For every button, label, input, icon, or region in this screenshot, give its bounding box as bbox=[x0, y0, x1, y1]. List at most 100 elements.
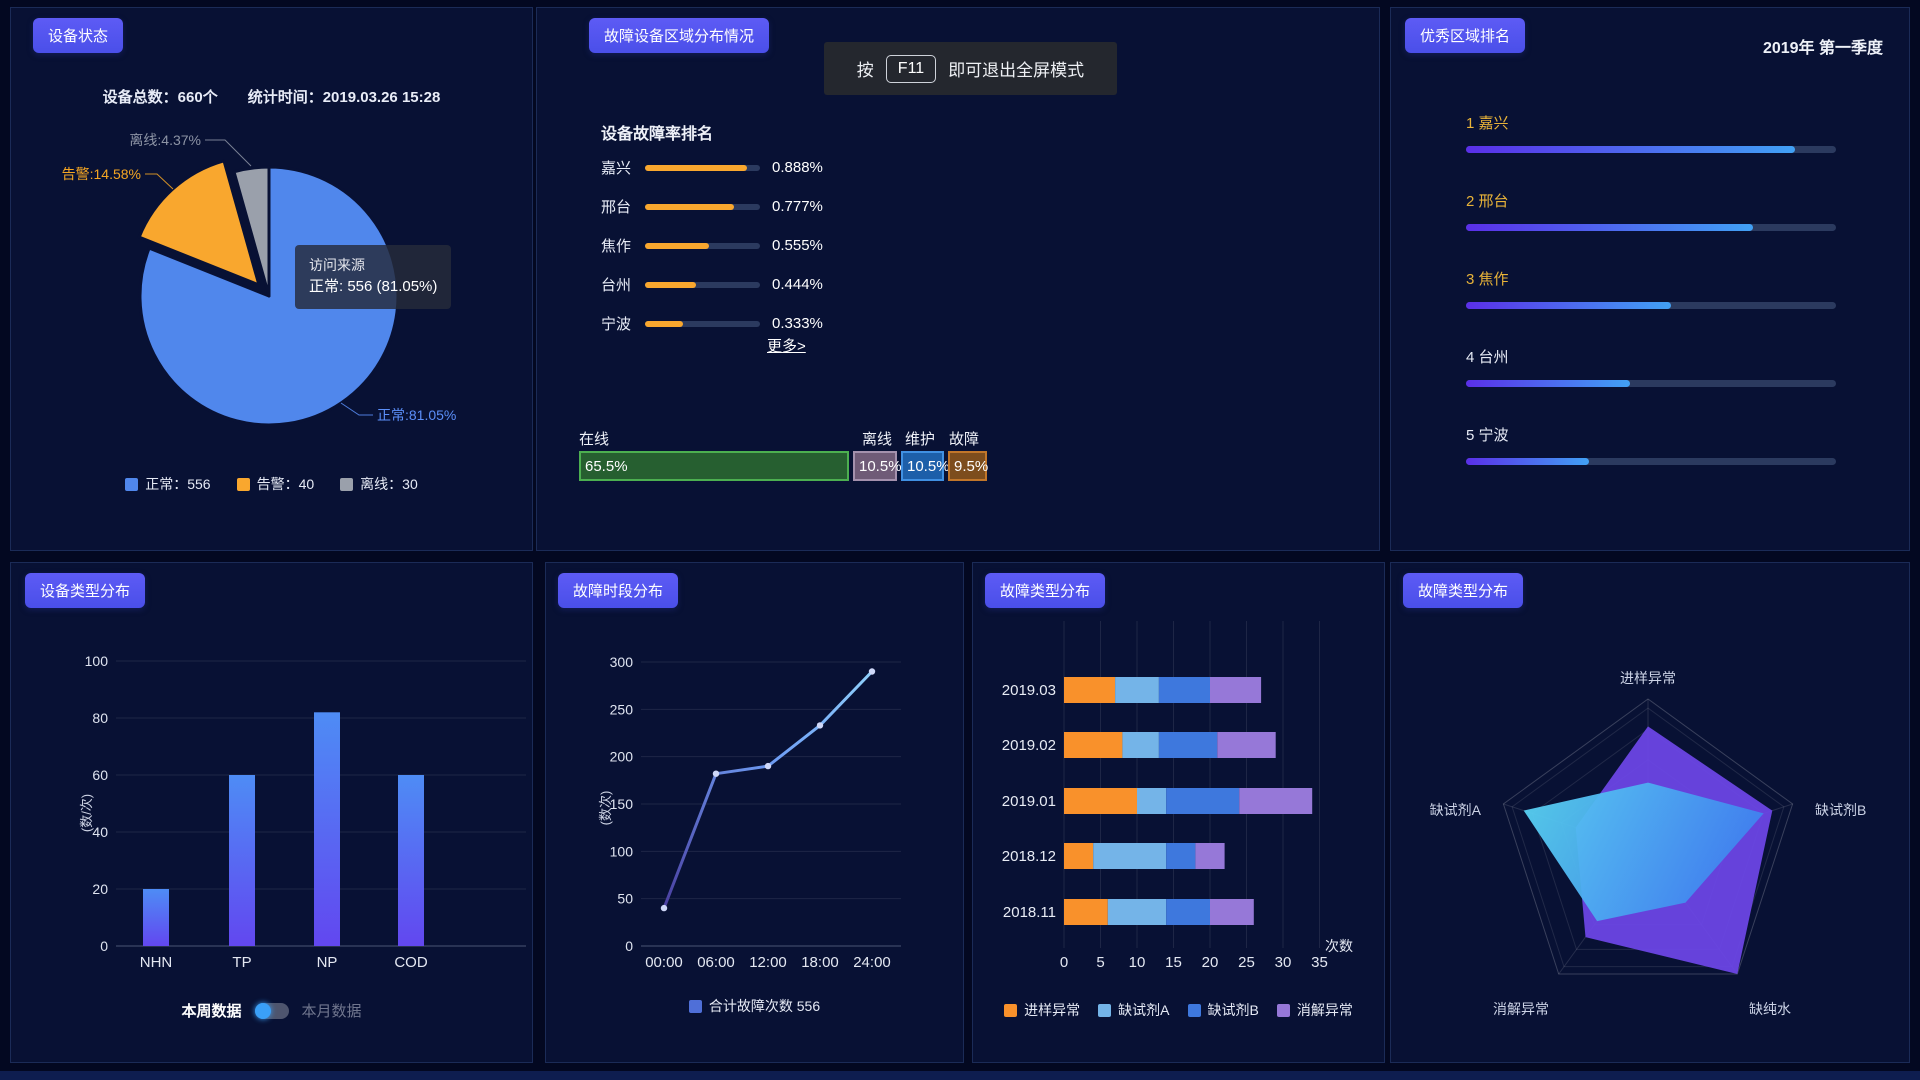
x-tick-label: 00:00 bbox=[645, 954, 683, 971]
period-toggle-switch[interactable] bbox=[254, 1002, 289, 1019]
stack-segment-消解异常[interactable] bbox=[1195, 843, 1225, 869]
y-tick-label: 150 bbox=[610, 796, 634, 812]
stack-segment-消解异常[interactable] bbox=[1239, 788, 1313, 814]
stack-segment-缺试剂B[interactable] bbox=[1166, 843, 1196, 869]
region-rank-list: 1 嘉兴 2 邢台 3 焦作 4 台州 5 宁波 bbox=[1466, 112, 1838, 502]
fullscreen-toast: 按 F11 即可退出全屏模式 bbox=[824, 42, 1117, 95]
panel-badge-device-status[interactable]: 设备状态 bbox=[33, 18, 124, 53]
stack-segment-缺试剂A[interactable] bbox=[1122, 732, 1159, 758]
y-tick-label: 80 bbox=[92, 710, 108, 726]
y-category-label: 2018.12 bbox=[1002, 848, 1056, 865]
pie-slice-3[interactable] bbox=[232, 165, 271, 298]
rate-rank-value: 0.444% bbox=[772, 276, 823, 293]
panel-device-status: 设备状态 设备总数：660个 统计时间：2019.03.26 15:28 正常:… bbox=[10, 7, 533, 551]
legend-swatch bbox=[236, 477, 250, 491]
legend-item-缺试剂A[interactable]: 缺试剂A bbox=[1098, 1000, 1170, 1020]
region-rank-fill bbox=[1466, 458, 1590, 465]
ratio-segment-离线[interactable]: 10.5% bbox=[853, 451, 902, 481]
bar-NHN[interactable] bbox=[143, 889, 169, 946]
fault-time-line-chart[interactable]: 0 50 100 150 200 250 300 00:00 06:00 12:00 18:00 24… bbox=[546, 563, 965, 1064]
stack-segment-进样异常[interactable] bbox=[1064, 732, 1123, 758]
region-rank-row: 2 邢台 bbox=[1466, 190, 1838, 268]
region-rank-fill bbox=[1466, 302, 1672, 309]
region-rank-label: 4 台州 bbox=[1466, 349, 1509, 366]
ratio-segment-故障[interactable]: 9.5% bbox=[948, 451, 988, 481]
f11-keycap: F11 bbox=[885, 54, 937, 83]
device-type-bar-chart[interactable]: 0 20 40 60 80 100 NHN TP NP COD (数/次) bbox=[11, 563, 534, 1064]
quarter-label: 2019年 第一季度 bbox=[1762, 40, 1883, 57]
stack-segment-缺试剂B[interactable] bbox=[1158, 732, 1218, 758]
legend-item-total-faults[interactable]: 合计故障次数 556 bbox=[688, 996, 820, 1016]
stack-segment-消解异常[interactable] bbox=[1210, 899, 1254, 925]
stack-segment-缺试剂B[interactable] bbox=[1166, 788, 1240, 814]
stack-segment-缺试剂A[interactable] bbox=[1107, 899, 1167, 925]
stack-segment-消解异常[interactable] bbox=[1217, 732, 1276, 758]
x-tick-label: 10 bbox=[1129, 954, 1146, 971]
bar-TP[interactable] bbox=[229, 775, 255, 946]
rate-rank-fill bbox=[645, 164, 748, 171]
legend-label: 离线：30 bbox=[360, 476, 418, 492]
stack-segment-消解异常[interactable] bbox=[1210, 677, 1262, 703]
legend-item-缺试剂B[interactable]: 缺试剂B bbox=[1187, 1000, 1259, 1020]
pie-callout-line bbox=[340, 402, 373, 416]
stack-segment-缺试剂A[interactable] bbox=[1137, 788, 1167, 814]
x-tick-label: 15 bbox=[1165, 954, 1182, 971]
panel-badge-device-type[interactable]: 设备类型分布 bbox=[25, 573, 146, 608]
stack-segment-缺试剂B[interactable] bbox=[1158, 677, 1210, 703]
stack-segment-缺试剂A[interactable] bbox=[1115, 677, 1159, 703]
legend-item-正常[interactable]: 正常：556 bbox=[125, 474, 211, 494]
panel-badge-fault-time[interactable]: 故障时段分布 bbox=[558, 573, 679, 608]
line-series[interactable] bbox=[662, 670, 874, 910]
legend-label: 进样异常 bbox=[1024, 1002, 1081, 1018]
legend-swatch bbox=[1187, 1003, 1201, 1017]
more-link[interactable]: 更多> bbox=[767, 338, 806, 355]
bar-COD[interactable] bbox=[398, 775, 424, 946]
x-tick-label: 24:00 bbox=[853, 954, 891, 971]
region-rank-track bbox=[1466, 302, 1836, 309]
y-tick-label: 300 bbox=[610, 654, 634, 670]
fault-type-stacked-chart[interactable]: 0 5 10 15 20 25 30 35 2019.03 2019.02 2019.01 2018.… bbox=[973, 563, 1386, 1064]
legend-item-告警[interactable]: 告警：40 bbox=[236, 474, 314, 494]
legend-item-离线[interactable]: 离线：30 bbox=[340, 474, 418, 494]
rate-rank-city: 台州 bbox=[601, 277, 632, 294]
legend-swatch bbox=[1098, 1003, 1112, 1017]
y-tick-label: 100 bbox=[610, 843, 634, 859]
rate-rank-fill bbox=[645, 281, 697, 288]
toggle-month-label[interactable]: 本月数据 bbox=[301, 1003, 362, 1020]
rate-rank-value: 0.777% bbox=[772, 198, 823, 215]
region-rank-label: 1 嘉兴 bbox=[1466, 115, 1509, 132]
rate-rank-city: 邢台 bbox=[601, 199, 632, 216]
y-category-label: 2019.03 bbox=[1002, 682, 1056, 699]
panel-badge-fault-type-bar[interactable]: 故障类型分布 bbox=[985, 573, 1106, 608]
panel-badge-fault-type-radar[interactable]: 故障类型分布 bbox=[1403, 573, 1524, 608]
stack-segment-进样异常[interactable] bbox=[1064, 677, 1116, 703]
stack-segment-进样异常[interactable] bbox=[1064, 899, 1108, 925]
radar-indicator-label: 缺纯水 bbox=[1749, 1001, 1791, 1017]
ratio-bar: 65.5% 10.5% 10.5% 9.5% bbox=[579, 451, 988, 481]
region-rank-label: 2 邢台 bbox=[1466, 193, 1509, 210]
ratio-label-在线: 在线 bbox=[579, 431, 610, 448]
stack-segment-缺试剂B[interactable] bbox=[1166, 899, 1210, 925]
rate-rank-city: 焦作 bbox=[601, 238, 632, 255]
panel-badge-fault-region[interactable]: 故障设备区域分布情况 bbox=[589, 18, 770, 53]
radar-indicator-label: 消解异常 bbox=[1493, 1001, 1549, 1017]
stack-segment-缺试剂A[interactable] bbox=[1093, 843, 1167, 869]
x-tick-label: NHN bbox=[140, 954, 173, 971]
radar-series-cyan[interactable] bbox=[1523, 782, 1764, 922]
toggle-week-label[interactable]: 本周数据 bbox=[181, 1003, 242, 1020]
device-status-pie-chart[interactable]: 正常:81.05% 告警:14.58% 离线:4.37% bbox=[11, 8, 534, 552]
pie-legend: 正常：556 告警：40 离线：30 bbox=[11, 474, 532, 494]
legend-label: 正常：556 bbox=[145, 476, 211, 492]
ratio-segment-在线[interactable]: 65.5% bbox=[579, 451, 849, 481]
legend-item-进样异常[interactable]: 进样异常 bbox=[1004, 1000, 1080, 1020]
panel-badge-region-rank[interactable]: 优秀区域排名 bbox=[1405, 18, 1526, 53]
legend-item-消解异常[interactable]: 消解异常 bbox=[1276, 1000, 1353, 1020]
region-rank-track bbox=[1466, 380, 1836, 387]
ratio-segment-维护[interactable]: 10.5% bbox=[901, 451, 950, 481]
bar-NP[interactable] bbox=[314, 712, 340, 946]
rate-rank-row: 台州 0.444% bbox=[601, 265, 901, 304]
stack-segment-进样异常[interactable] bbox=[1064, 788, 1137, 814]
ratio-label-故障: 故障 bbox=[949, 431, 980, 448]
stack-segment-进样异常[interactable] bbox=[1064, 843, 1094, 869]
